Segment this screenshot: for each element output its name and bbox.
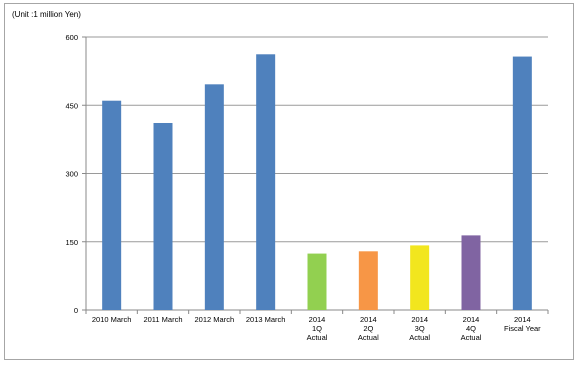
x-tick-label: 2014 2Q Actual [358, 315, 379, 342]
y-tick-label: 300 [65, 170, 78, 179]
x-tick-label-line: Actual [409, 333, 430, 342]
y-tick-label: 600 [65, 33, 78, 42]
bar [153, 122, 173, 311]
x-tick-label: 2014 4Q Actual [461, 315, 482, 342]
x-tick-label-line: 3Q [415, 324, 425, 333]
y-tick-label: 150 [65, 238, 78, 247]
x-tick-label: 2012 March [195, 315, 235, 324]
bar [102, 100, 122, 310]
x-tick-label: 2014 3Q Actual [409, 315, 430, 342]
bar [512, 56, 532, 310]
x-tick-label-line: 2Q [363, 324, 373, 333]
x-tick-label-line: 2011 March [143, 315, 182, 324]
x-tick-label-line: 2014 [411, 315, 428, 324]
x-tick-label: 2010 March [92, 315, 132, 324]
x-tick-label-line: 2014 [360, 315, 377, 324]
x-tick-label: 2011 March [143, 315, 182, 324]
bar [256, 54, 276, 310]
x-tick-label-line: Actual [358, 333, 379, 342]
bar [358, 251, 378, 310]
y-tick-label: 0 [74, 306, 78, 315]
bar [461, 235, 481, 310]
x-tick-label-line: Actual [461, 333, 482, 342]
x-tick-label-line: Actual [307, 333, 328, 342]
x-tick-label-line: 4Q [466, 324, 476, 333]
x-tick-label: 2014 Fiscal Year [504, 315, 541, 333]
x-tick-label-line: 2012 March [195, 315, 235, 324]
x-tick-label-line: 2014 [309, 315, 326, 324]
x-tick-label-line: 2014 [463, 315, 480, 324]
x-tick-label-line: 2014 [514, 315, 531, 324]
x-tick-label: 2013 March [246, 315, 286, 324]
x-tick-label-line: 2010 March [92, 315, 132, 324]
x-tick-label-line: 1Q [312, 324, 322, 333]
bar [204, 84, 224, 310]
x-tick-label-line: 2013 March [246, 315, 286, 324]
x-tick-label-line: Fiscal Year [504, 324, 541, 333]
x-tick-label: 2014 1Q Actual [307, 315, 328, 342]
bar [307, 253, 327, 310]
bar [410, 245, 430, 310]
unit-label: (Unit :1 million Yen) [12, 10, 81, 19]
y-tick-label: 450 [65, 101, 78, 110]
